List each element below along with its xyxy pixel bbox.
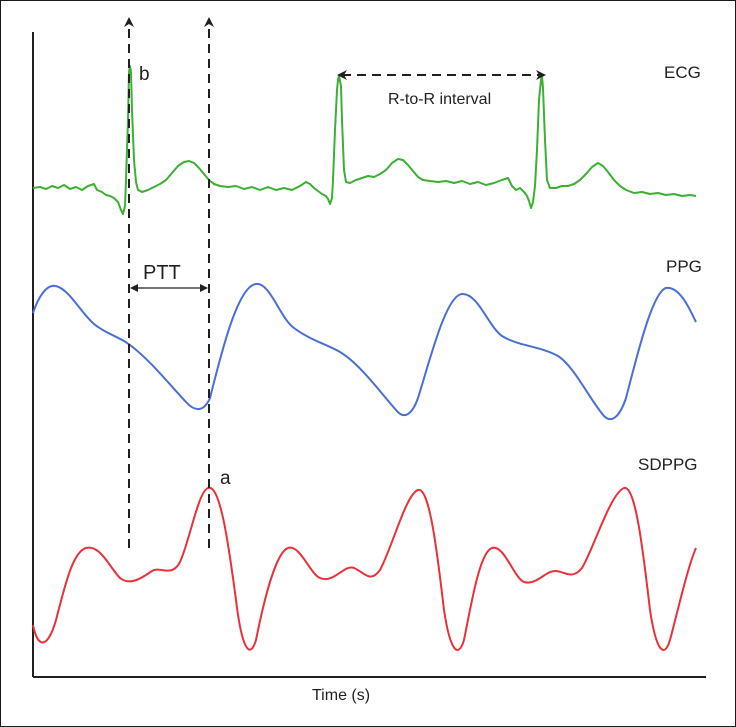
ppg-waveform [32,283,697,421]
point-a-label: a [220,468,231,489]
rr-interval-label: R-to-R interval [388,91,491,108]
ecg-waveform [32,65,697,215]
ecg-label: ECG [664,63,701,82]
sdppg-waveform [32,486,697,651]
point-b-label: b [139,64,150,85]
ppg-label: PPG [666,257,702,276]
ptt-label: PTT [143,262,181,284]
sdppg-label: SDPPG [638,455,698,474]
x-axis-label: Time (s) [312,687,370,704]
